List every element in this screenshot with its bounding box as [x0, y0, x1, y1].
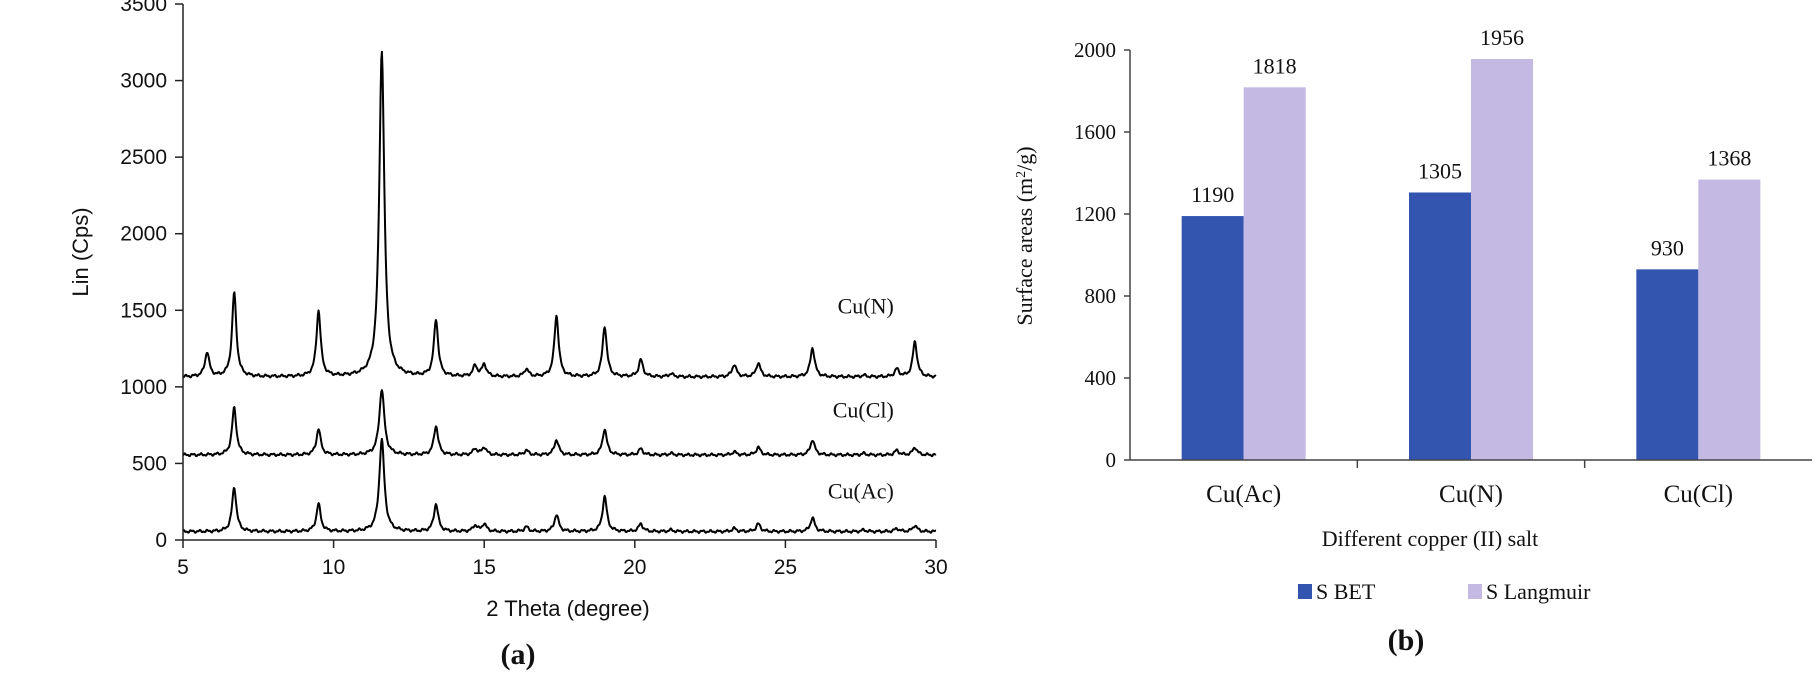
bar-value-label: 1956 [1480, 25, 1524, 50]
xrd-y-tick-label: 2000 [120, 223, 167, 246]
xrd-x-tick-label: 10 [322, 556, 345, 579]
xrd-series-label-cu-n: Cu(N) [838, 293, 894, 318]
bar-value-label: 1818 [1253, 53, 1297, 78]
bar-value-label: 1190 [1191, 182, 1234, 207]
xrd-series-label-cu-cl: Cu(Cl) [833, 397, 894, 422]
xrd-series-cu-ac [182, 437, 937, 534]
bar-series: 1190 1818 1305 1956 930 1368 [1181, 25, 1761, 461]
xrd-ticks: 5 10 15 20 25 30 0 500 1000 1500 2000 2500 3000 3500 [120, 0, 947, 579]
xrd-y-tick-label: 3000 [120, 70, 167, 93]
bar-y-tick-label: 2000 [1074, 38, 1116, 62]
bar-y-tick-label: 400 [1085, 366, 1117, 390]
panel-label-a: (a) [501, 638, 536, 671]
xrd-y-tick-label: 2500 [120, 146, 167, 169]
bar-y-tick-label: 800 [1085, 284, 1117, 308]
xrd-series-labels: Cu(N) Cu(Cl) Cu(Ac) [828, 293, 894, 503]
bar-y-tick-label: 1200 [1074, 202, 1116, 226]
bar-s-bet-cu-cl [1636, 269, 1699, 460]
xrd-chart: 5 10 15 20 25 300500100015002000250030003500 … [68, 0, 948, 671]
bar-s-langmuir-cu-cl [1698, 179, 1761, 460]
legend-label-s-langmuir: S Langmuir [1486, 579, 1591, 604]
xrd-y-tick-label: 500 [132, 452, 167, 475]
xrd-series-label-cu-ac: Cu(Ac) [828, 479, 894, 504]
xrd-y-tick-label: 1500 [120, 299, 167, 322]
surface-area-chart: 1190 1818 1305 1956 930 1368 0 400 800 1200 1600 2… [1012, 25, 1812, 657]
xrd-series-cu-cl [182, 389, 937, 458]
legend-swatch-s-langmuir [1468, 584, 1482, 599]
bar-category-label-cu-ac: Cu(Ac) [1206, 481, 1281, 508]
bar-y-axis-label: Surface areas (m2/g) [1012, 146, 1037, 325]
xrd-plot-area [182, 50, 937, 534]
bar-s-langmuir-cu-ac [1243, 87, 1306, 460]
bar-legend: S BET S Langmuir [1298, 579, 1591, 604]
xrd-x-tick-label: 5 [177, 556, 189, 579]
legend-label-s-bet: S BET [1316, 579, 1376, 604]
bar-s-bet-cu-ac [1181, 216, 1244, 460]
bar-axes [1129, 50, 1812, 461]
xrd-x-tick-label: 20 [623, 556, 646, 579]
bar-s-langmuir-cu-n [1471, 59, 1533, 461]
xrd-series-cu-n [182, 50, 937, 380]
bar-value-label: 1305 [1418, 158, 1462, 183]
bar-category-label-cu-cl: Cu(Cl) [1664, 481, 1733, 508]
xrd-axes [182, 4, 936, 541]
xrd-x-axis-label: 2 Theta (degree) [486, 596, 649, 621]
bar-s-bet-cu-n [1409, 192, 1471, 460]
bar-category-label-cu-n: Cu(N) [1439, 481, 1503, 508]
bar-y-tick-label: 0 [1106, 448, 1117, 472]
bar-value-label: 1368 [1707, 146, 1751, 171]
xrd-y-tick-label: 0 [155, 529, 167, 552]
xrd-y-tick-label: 1000 [120, 376, 167, 399]
bar-y-tick-label: 1600 [1074, 120, 1116, 144]
bar-x-axis-label: Different copper (II) salt [1322, 526, 1538, 551]
xrd-y-tick-label: 3500 [120, 0, 167, 16]
bar-ticks: 0 400 800 1200 1600 2000 Cu(Ac) Cu(N) Cu(Cl) [1074, 38, 1733, 508]
xrd-x-tick-label: 15 [473, 556, 496, 579]
legend-swatch-s-bet [1298, 584, 1312, 599]
bar-value-label: 930 [1651, 235, 1684, 260]
xrd-y-axis-label: Lin (Cps) [68, 207, 93, 296]
panel-label-b: (b) [1388, 624, 1425, 657]
xrd-x-tick-label: 30 [924, 556, 947, 579]
xrd-x-tick-label: 25 [774, 556, 797, 579]
